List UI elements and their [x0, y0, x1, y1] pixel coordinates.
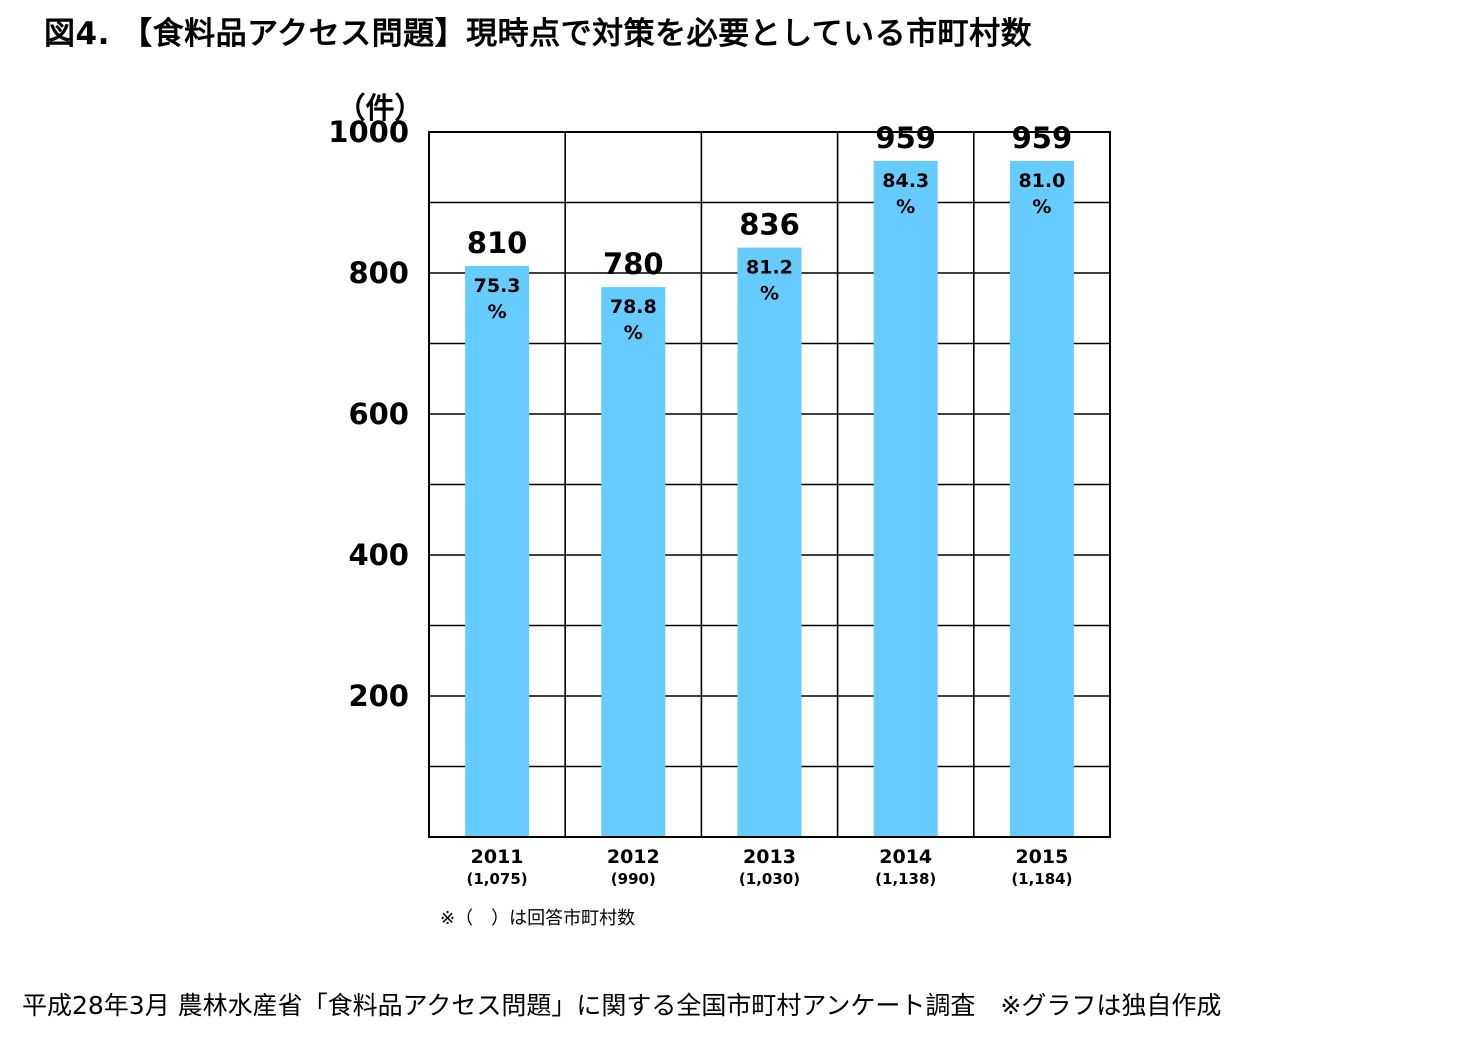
- x-tick-label: 2011: [471, 846, 524, 868]
- bar: [873, 160, 938, 837]
- chart-title: 図4. 【食料品アクセス問題】現時点で対策を必要としている市町村数: [44, 16, 1033, 52]
- value-label: 780: [603, 247, 664, 281]
- y-tick-label: 400: [348, 538, 409, 572]
- value-label: 810: [467, 226, 528, 260]
- y-tick-label: 200: [348, 679, 409, 713]
- x-tick-sublabel: (1,030): [739, 870, 800, 888]
- x-tick-label: 2014: [879, 846, 932, 868]
- x-tick-sublabel: (1,138): [875, 870, 936, 888]
- percent-label: 78.8: [610, 296, 657, 318]
- percent-sign-label: %: [624, 322, 643, 344]
- percent-label: 84.3: [882, 170, 929, 192]
- percent-sign-label: %: [488, 301, 507, 323]
- bar: [1009, 160, 1074, 837]
- percent-sign-label: %: [896, 196, 915, 218]
- x-tick-sublabel: (990): [611, 870, 656, 888]
- percent-label: 81.0: [1018, 170, 1065, 192]
- percent-sign-label: %: [760, 283, 779, 305]
- y-tick-label: 600: [348, 397, 409, 431]
- x-tick-label: 2013: [743, 846, 796, 868]
- percent-label: 75.3: [474, 275, 521, 297]
- value-label: 959: [1012, 121, 1073, 155]
- plot-border: [428, 131, 1111, 838]
- x-tick-sublabel: (1,075): [467, 870, 528, 888]
- y-tick-label: 800: [348, 256, 409, 290]
- x-tick-label: 2012: [607, 846, 660, 868]
- y-tick-label: 1000: [328, 115, 409, 149]
- bar: [737, 247, 802, 837]
- value-label: 959: [875, 121, 936, 155]
- value-label: 836: [739, 208, 800, 242]
- percent-sign-label: %: [1032, 196, 1051, 218]
- bar: [601, 287, 666, 838]
- source-caption: 平成28年3月 農林水産省「食料品アクセス問題」に関する全国市町村アンケート調査…: [22, 991, 1222, 1020]
- bar: [465, 265, 530, 837]
- x-tick-sublabel: (1,184): [1011, 870, 1072, 888]
- x-tick-label: 2015: [1015, 846, 1068, 868]
- percent-label: 81.2: [746, 257, 793, 279]
- footnote: ※（ ）は回答市町村数: [440, 908, 636, 929]
- y-axis-label: （件）: [336, 91, 423, 125]
